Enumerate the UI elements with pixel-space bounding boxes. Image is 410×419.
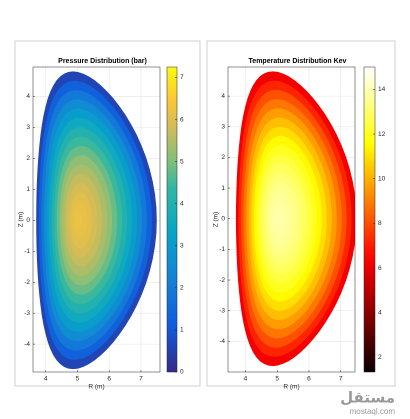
colorbar-tick-label: 5: [180, 158, 184, 165]
y-tick-label: 2: [26, 155, 30, 162]
y-tick-label: 3: [221, 123, 225, 130]
x-axis-label: R (m): [88, 384, 104, 391]
y-tick-label: 0: [26, 217, 30, 224]
colorbar-tick-label: 4: [180, 200, 184, 207]
x-tick-label: 4: [244, 376, 248, 383]
colorbar-tick-label: 6: [180, 116, 184, 123]
colorbar-tick-label: 1: [180, 327, 184, 334]
y-tick-label: -1: [24, 248, 30, 255]
y-tick-label: -3: [219, 307, 225, 314]
y-axis-label: Z (m): [213, 212, 220, 228]
y-tick-label: -4: [219, 338, 225, 345]
colorbar-tick-label: 2: [378, 354, 382, 361]
axes-box: [227, 66, 356, 373]
watermark-latin: mostaql.com: [350, 407, 396, 416]
colorbar: [363, 66, 376, 373]
chart-title: Pressure Distribution (bar): [58, 58, 147, 65]
colorbar-tick-label: 10: [378, 175, 386, 182]
chart-title: Temperature Distribution Kev: [249, 58, 347, 65]
colorbar-tick-label: 14: [378, 86, 386, 93]
x-tick-label: 4: [44, 376, 48, 383]
colorbar-tick-label: 7: [180, 74, 184, 81]
contours: [235, 71, 355, 367]
watermark-arabic: مستقل: [340, 389, 395, 407]
x-tick-label: 6: [307, 376, 311, 383]
x-tick-label: 7: [139, 376, 143, 383]
y-axis-label: Z (m): [18, 212, 25, 228]
colorbar-tick-label: 0: [180, 369, 184, 376]
colorbar-tick-label: 12: [378, 131, 386, 138]
x-axis-label: R (m): [283, 384, 299, 391]
x-tick-label: 6: [107, 376, 111, 383]
y-tick-label: 1: [26, 186, 30, 193]
y-tick-label: 0: [221, 215, 225, 222]
colorbar: [166, 66, 178, 373]
x-tick-label: 7: [339, 376, 343, 383]
y-tick-label: -2: [219, 277, 225, 284]
colorbar-tick-label: 4: [378, 310, 382, 317]
colorbar-tick-label: 2: [180, 285, 184, 292]
axes-box: [32, 66, 161, 373]
x-tick-label: 5: [76, 376, 80, 383]
contour-band: [74, 211, 83, 230]
y-tick-label: 1: [221, 185, 225, 192]
y-tick-label: -3: [24, 310, 30, 317]
colorbar-tick-label: 8: [378, 220, 382, 227]
colorbar-tick-label: 3: [180, 243, 184, 250]
x-tick-label: 5: [275, 376, 279, 383]
y-tick-label: -2: [24, 279, 30, 286]
colorbar-tick-label: 6: [378, 265, 382, 272]
y-tick-label: -4: [24, 341, 30, 348]
y-tick-label: 2: [221, 154, 225, 161]
y-tick-label: -1: [219, 246, 225, 253]
y-tick-label: 3: [26, 124, 30, 131]
contours: [36, 71, 157, 370]
y-tick-label: 4: [26, 93, 30, 100]
y-tick-label: 4: [221, 93, 225, 100]
contour-band: [274, 209, 283, 228]
